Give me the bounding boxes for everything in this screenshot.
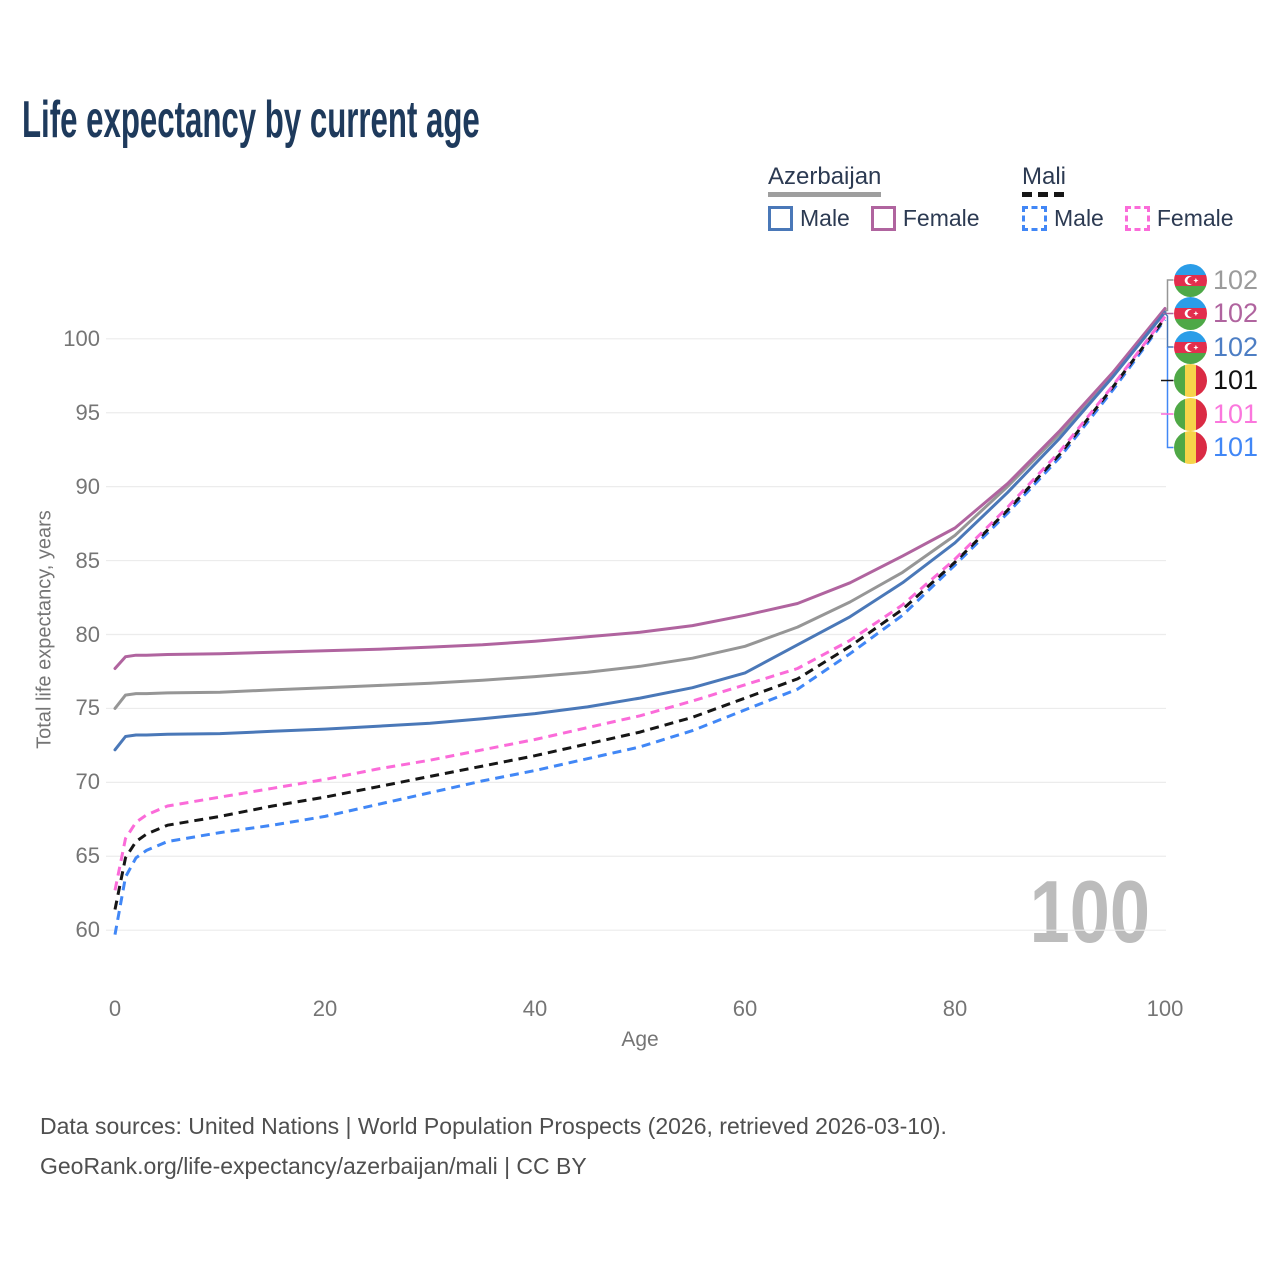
end-label-azerbaijan: 102 xyxy=(1174,263,1259,297)
x-tick-label: 100 xyxy=(1146,996,1184,1021)
legend-items: Male Female xyxy=(768,205,1001,232)
series-line-azerbaijan-male xyxy=(113,310,1167,752)
series-line-azerbaijan xyxy=(113,308,1167,710)
legend-group-azerbaijan: Azerbaijan Male Female xyxy=(768,164,1001,232)
end-value: 102 xyxy=(1213,264,1259,295)
x-tick-label: 40 xyxy=(522,996,548,1021)
y-tick-label: 60 xyxy=(75,917,100,943)
legend-country-mali: Mali xyxy=(1022,164,1067,197)
azerbaijan-flag-icon xyxy=(1174,330,1207,364)
legend-country-underline xyxy=(768,192,882,197)
y-tick-label: 90 xyxy=(75,473,100,499)
label-connector-mali-male xyxy=(1166,347,1174,449)
x-tick-label: 60 xyxy=(732,996,758,1021)
mali-flag-icon xyxy=(1174,397,1207,431)
footer: Data sources: United Nations | World Pop… xyxy=(40,1106,1240,1186)
azerbaijan-flag-icon xyxy=(1174,263,1207,297)
legend-country-underline xyxy=(1022,192,1067,197)
x-tick-label: 0 xyxy=(108,996,122,1021)
mali-flag-icon xyxy=(1174,364,1207,397)
legend-label: Male xyxy=(1054,205,1104,231)
y-tick-label: 75 xyxy=(75,695,100,721)
legend-item-azerbaijan-female: Female xyxy=(870,205,980,232)
legend-group-mali: Mali Male Female xyxy=(1022,164,1255,232)
end-value: 101 xyxy=(1213,398,1259,429)
legend-item-mali-male: Male xyxy=(1022,205,1104,232)
legend-swatch xyxy=(768,206,793,231)
footer-data-sources: Data sources: United Nations | World Pop… xyxy=(40,1113,947,1139)
y-tick-label: 85 xyxy=(75,547,100,573)
legend-item-mali-female: Female xyxy=(1124,205,1234,232)
legend-item-azerbaijan-male: Male xyxy=(768,205,850,232)
legend-swatch xyxy=(870,206,896,231)
x-tick-label: 80 xyxy=(942,996,968,1021)
azerbaijan-flag-icon xyxy=(1174,297,1207,330)
series-line-mali-female xyxy=(113,315,1167,891)
x-tick-label: 20 xyxy=(312,996,338,1021)
page-title: Life expectancy by current age xyxy=(22,91,480,149)
y-tick-label: 80 xyxy=(75,621,100,647)
end-label-mali: 101 xyxy=(1174,364,1258,397)
end-label-mali-male: 101 xyxy=(1174,431,1258,464)
legend-country-azerbaijan: Azerbaijan xyxy=(768,164,882,197)
legend-label: Female xyxy=(902,205,980,231)
mali-flag-icon xyxy=(1174,431,1207,464)
end-label-azerbaijan-male: 102 xyxy=(1174,330,1259,364)
y-tick-label: 70 xyxy=(75,769,100,795)
label-connector-azerbaijan xyxy=(1165,279,1174,312)
end-label-mali-female: 101 xyxy=(1174,397,1259,431)
y-tick-label: 65 xyxy=(75,843,100,869)
end-value: 102 xyxy=(1213,331,1259,362)
footer-attribution: GeoRank.org/life-expectancy/azerbaijan/m… xyxy=(40,1153,587,1179)
series-line-azerbaijan-female xyxy=(113,307,1167,670)
legend-swatch xyxy=(1124,206,1150,231)
legend-label: Male xyxy=(800,205,850,231)
y-axis-title: Total life expectancy, years xyxy=(33,510,56,749)
series-line-mali-male xyxy=(113,318,1167,935)
end-value: 102 xyxy=(1213,298,1259,328)
series-line-mali xyxy=(113,317,1167,910)
x-axis-title: Age xyxy=(621,1028,659,1051)
end-label-azerbaijan-female: 102 xyxy=(1174,297,1258,330)
label-connector-azerbaijan-male xyxy=(1164,312,1174,348)
y-tick-label: 100 xyxy=(63,325,100,351)
legend-items: Male Female xyxy=(1022,205,1255,232)
y-tick-label: 95 xyxy=(75,399,100,425)
legend-swatch xyxy=(1022,206,1047,231)
end-value: 101 xyxy=(1213,432,1259,462)
age-counter-watermark: 100 xyxy=(1029,862,1150,961)
end-value: 101 xyxy=(1213,365,1259,395)
legend-label: Female xyxy=(1156,205,1234,231)
